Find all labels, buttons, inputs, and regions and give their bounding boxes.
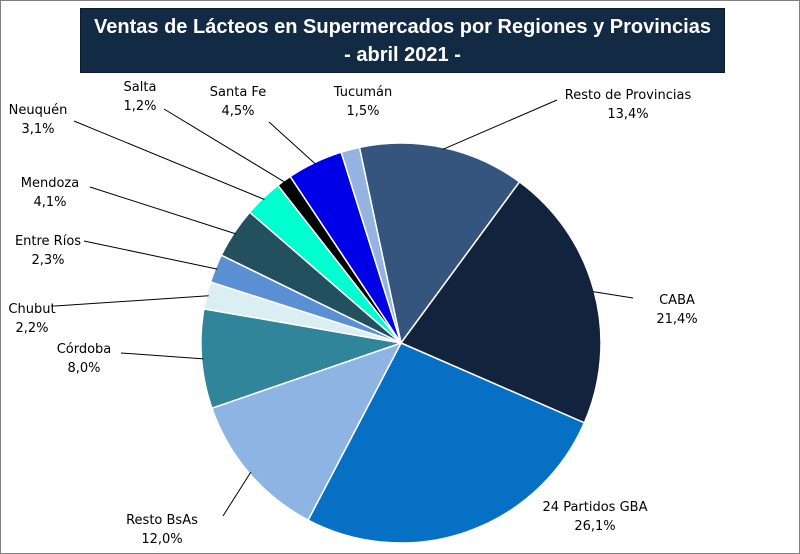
chart-title-box: Ventas de Lácteos en Supermercados por R… (80, 8, 725, 73)
leader-line (592, 291, 634, 299)
slice-value-label: 4,5% (221, 104, 254, 119)
leader-line (442, 99, 558, 150)
slice-value-label: 13,4% (607, 107, 648, 122)
leader-line (89, 186, 236, 235)
pie-slice-tucum-n (340, 146, 402, 344)
pie-slice-resto-bsas (210, 341, 403, 522)
pie-slice-resto-de-provincias (358, 142, 521, 345)
slice-value-label: 8,0% (67, 361, 100, 376)
leader-line (163, 108, 286, 183)
slice-name-label: Córdoba (57, 342, 112, 357)
slice-value-label: 3,1% (21, 122, 54, 137)
pie-slice-24-partidos-gba (307, 342, 586, 544)
slice-name-label: Tucumán (333, 85, 392, 100)
slice-value-label: 1,5% (346, 104, 379, 119)
chart-subtitle: - abril 2021 - (344, 43, 461, 66)
slice-name-label: Resto BsAs (126, 513, 198, 528)
leader-line (73, 120, 265, 200)
slice-value-label: 2,2% (15, 321, 48, 336)
slice-name-label: CABA (659, 293, 695, 308)
leader-line (83, 240, 218, 270)
slice-name-label: Chubut (8, 302, 55, 317)
leader-line (54, 295, 209, 307)
slice-value-label: 26,1% (574, 519, 615, 534)
pie-slice-caba (399, 180, 602, 424)
chart-title: Ventas de Lácteos en Supermercados por R… (94, 15, 711, 38)
slice-name-label: 24 Partidos GBA (543, 500, 648, 515)
leader-line (268, 121, 317, 165)
slice-value-label: 4,1% (33, 195, 66, 210)
slice-value-label: 21,4% (656, 312, 697, 327)
slice-value-label: 12,0% (141, 532, 182, 547)
slice-name-label: Entre Ríos (15, 234, 81, 249)
slice-name-label: Santa Fe (210, 85, 266, 100)
slice-value-label: 1,2% (123, 99, 156, 114)
slice-name-label: Mendoza (21, 176, 79, 191)
slice-name-label: Resto de Provincias (565, 88, 692, 103)
slice-name-label: Salta (124, 80, 157, 95)
leader-line (222, 471, 252, 517)
slice-name-label: Neuquén (9, 103, 68, 118)
slice-value-label: 2,3% (31, 253, 64, 268)
leader-line (120, 352, 204, 360)
